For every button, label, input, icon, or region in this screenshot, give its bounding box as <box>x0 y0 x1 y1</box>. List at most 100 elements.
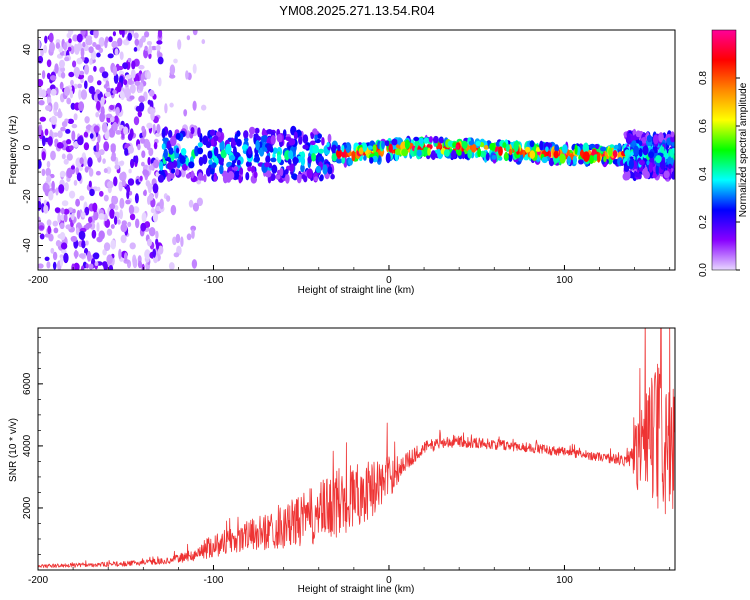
spectrogram-cell <box>275 174 281 180</box>
spectrogram-cell <box>138 64 145 70</box>
spectrogram-cell <box>307 155 313 164</box>
spectrogram-cell <box>612 150 618 158</box>
tick-label: -100 <box>203 575 223 586</box>
spectrogram-cell <box>369 157 374 164</box>
spectrogram-cell <box>56 142 64 149</box>
spectrogram-cell <box>310 133 315 140</box>
spectrogram-x-ticks: -200 -100 0 100 <box>28 265 671 286</box>
spectrogram-cell <box>285 173 290 184</box>
spectrogram-cell <box>209 129 216 136</box>
spectrogram-cell <box>643 170 650 179</box>
spectrogram-cell <box>44 256 50 261</box>
spectrogram-cell <box>76 172 82 182</box>
spectrogram-cell <box>74 249 78 259</box>
spectrogram-cell <box>128 168 132 174</box>
spectrogram-cell <box>84 64 90 75</box>
tick-label: 0 <box>22 144 33 150</box>
spectrogram-cell <box>119 197 125 209</box>
snr-frame <box>37 327 676 571</box>
tick-label: 0 <box>386 275 392 286</box>
spectrogram-cell <box>127 57 132 63</box>
spectrogram-cell <box>104 91 111 98</box>
spectrogram-cell <box>47 225 52 235</box>
spectrogram-cell <box>77 136 84 146</box>
snr-panel: -200 -100 0 100 2000 4000 6000 Height of stra… <box>8 327 676 595</box>
tick-label: 100 <box>556 575 573 586</box>
spectrogram-cell <box>102 249 107 256</box>
spectrogram-cell <box>73 113 78 121</box>
spectrogram-cell <box>140 222 147 232</box>
spectrogram-cell <box>504 151 508 159</box>
spectrogram-cell <box>38 225 45 231</box>
spectrogram-cell <box>166 161 174 170</box>
colorbar: 0.0 0.2 0.4 0.6 0.8 Normalized spectral ampl… <box>698 29 749 277</box>
spectrogram-cell <box>270 135 276 145</box>
spectrogram-cell <box>358 147 364 155</box>
spectrogram-cell <box>233 146 237 156</box>
spectrogram-cell <box>306 168 313 180</box>
spectrogram-cell <box>101 106 105 115</box>
spectrogram-cell <box>144 45 148 51</box>
spectrogram-cell <box>168 262 175 270</box>
spectrogram-cell <box>135 155 139 165</box>
spectrogram-cell <box>85 263 89 269</box>
spectrogram-cell <box>169 64 176 75</box>
spectrogram-cell <box>489 142 496 151</box>
spectrogram-cell <box>152 248 156 258</box>
spectrogram-cell <box>630 151 634 156</box>
tick-label: 100 <box>556 275 573 286</box>
spectrogram-cell <box>109 104 115 111</box>
tick-label: 4000 <box>22 434 33 457</box>
spectrogram-cell <box>80 211 86 218</box>
spectrogram-cell <box>319 174 324 181</box>
spectrogram-cell <box>321 137 325 146</box>
spectrogram-cell <box>95 112 100 118</box>
spectrogram-cell <box>55 42 61 49</box>
spectrogram-cell <box>72 34 79 42</box>
spectrogram-cell <box>76 57 83 65</box>
spectrogram-cell <box>96 141 100 153</box>
spectrogram-cell <box>38 263 44 269</box>
spectrogram-cell <box>253 133 259 138</box>
spectrogram-cell <box>66 153 73 161</box>
spectrogram-cell <box>44 128 49 136</box>
spectrogram-cell <box>148 45 153 54</box>
spectrogram-cell <box>341 155 346 164</box>
spectrogram-cell <box>96 80 102 86</box>
spectrogram-cell <box>631 140 637 145</box>
spectrogram-cell <box>75 198 80 207</box>
spectrogram-cell <box>53 227 59 234</box>
spectrogram-cell <box>293 131 298 140</box>
tick-label: 0 <box>386 575 392 586</box>
spectrogram-cell <box>120 223 128 233</box>
colorbar-tick-label: 0.4 <box>698 167 709 181</box>
spectrogram-cell <box>45 105 52 111</box>
spectrogram-cell <box>85 38 93 46</box>
spectrogram-cell <box>95 44 101 50</box>
spectrogram-cell <box>152 183 159 194</box>
spectrogram-cell <box>300 164 305 173</box>
spectrogram-cell <box>112 89 117 95</box>
spectrogram-cell <box>593 143 600 150</box>
spectrogram-cell <box>45 167 51 177</box>
spectrogram-cell <box>524 146 531 153</box>
spectrogram-cell <box>312 144 319 154</box>
spectrogram-cell <box>73 179 78 186</box>
spectrogram-cell <box>210 168 215 175</box>
spectrogram-cell <box>100 96 105 107</box>
spectrogram-cell <box>51 180 55 191</box>
spectrogram-cell <box>58 184 65 194</box>
spectrogram-cell <box>194 145 200 157</box>
spectrogram-cell <box>124 252 128 262</box>
spectrogram-cell <box>185 173 191 179</box>
spectrogram-cell <box>132 206 140 214</box>
spectrogram-cell <box>78 101 85 112</box>
spectrogram-cell <box>61 121 68 128</box>
spectrogram-cell <box>110 224 115 229</box>
spectrogram-cell <box>302 134 309 144</box>
spectrogram-cell <box>317 133 322 139</box>
spectrogram-cell <box>335 158 343 164</box>
spectrogram-cell <box>255 140 260 151</box>
spectrogram-cell <box>282 129 287 137</box>
spectrogram-cell <box>66 32 72 39</box>
